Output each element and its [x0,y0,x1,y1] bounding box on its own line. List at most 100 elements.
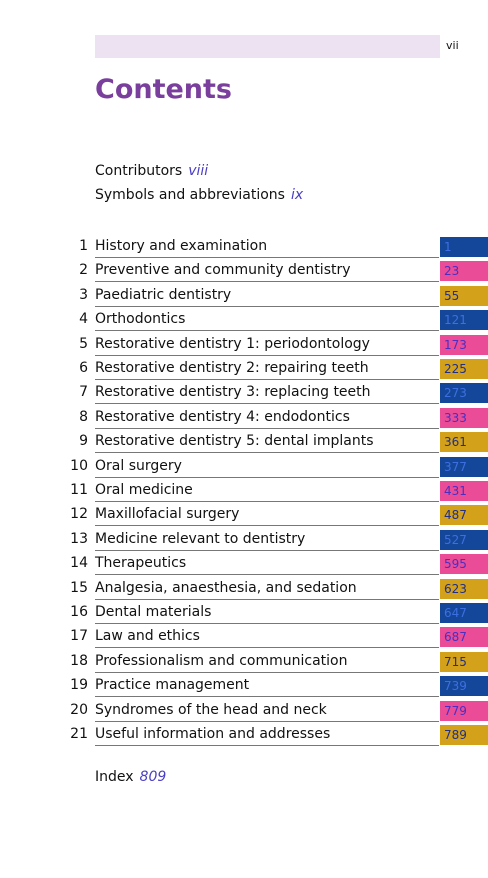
chapter-number: 18 [70,652,88,669]
chapter-page: 273 [440,383,488,404]
chapter-page: 1 [440,237,488,257]
row-rule [95,720,439,722]
chapter-number: 19 [70,677,88,694]
chapter-title: Useful information and addresses [95,726,331,742]
chapter-title: Preventive and community dentistry [95,262,351,279]
chapter-row: 3 Paediatric dentistry 55 [0,285,488,307]
chapter-row: 8 Restorative dentistry 4: endodontics 333 [0,407,488,429]
entry-page: viii [188,163,209,179]
chapter-row: 13 Medicine relevant to dentistry 527 [0,529,488,551]
chapter-page: 361 [440,432,488,453]
header-page: vii [446,39,459,52]
chapter-row: 17 Law and ethics 687 [0,626,488,649]
chapter-row: 20 Syndromes of the head and neck 779 [0,700,488,722]
chapter-title: Law and ethics [95,628,200,645]
chapter-number: 20 [70,701,88,718]
chapter-page: 715 [440,651,488,672]
chapter-number: 1 [79,238,88,254]
chapter-title: Restorative dentistry 2: repairing teeth [95,360,369,376]
chapter-number: 16 [70,604,88,620]
row-rule [95,379,439,380]
chapter-title: Medicine relevant to dentistry [95,530,306,547]
chapter-page: 225 [440,359,488,379]
chapter-page: 739 [440,676,488,697]
chapter-title: Oral medicine [95,482,193,498]
title: Contents [95,74,233,105]
chapter-page: 789 [440,725,488,745]
chapter-row: 18 Professionalism and communication 715 [0,651,488,673]
chapter-number: 5 [79,335,88,352]
chapter-row: 9 Restorative dentistry 5: dental implant… [0,431,488,454]
chapter-number: 21 [70,726,88,742]
chapter-page: 595 [440,554,488,575]
row-rule [95,647,439,649]
row-rule [95,549,439,551]
row-rule [95,354,439,356]
chapter-title: History and examination [95,238,268,254]
chapter-number: 17 [70,628,88,645]
chapter-row: 16 Dental materials 647 [0,602,488,624]
index-entry: Index 809 [95,769,166,785]
index-label: Index [95,769,134,785]
chapter-title: Practice management [95,677,250,694]
chapter-page: 121 [440,310,488,331]
chapter-number: 15 [70,579,88,596]
row-rule [95,257,439,258]
chapter-number: 12 [70,506,88,523]
chapter-row: 10 Oral surgery 377 [0,456,488,478]
chapter-title: Restorative dentistry 5: dental implants [95,433,374,450]
chapter-row: 12 Maxillofacial surgery 487 [0,504,488,527]
front-matter-entry: Contributors viii [95,163,208,179]
chapter-row: 11 Oral medicine 431 [0,480,488,502]
row-rule [95,623,439,624]
chapter-page: 55 [440,285,488,306]
chapter-number: 9 [79,433,88,450]
chapter-number: 6 [79,360,88,376]
chapter-title: Restorative dentistry 1: periodontology [95,335,370,352]
chapter-page: 527 [440,529,488,550]
chapter-row: 21 Useful information and addresses 789 [0,724,488,746]
row-rule [95,598,439,600]
chapter-page: 23 [440,261,488,282]
row-rule [95,452,439,454]
row-rule [95,525,439,527]
chapter-title: Dental materials [95,604,212,620]
chapter-title: Restorative dentistry 4: endodontics [95,408,350,425]
index-page: 809 [139,769,167,785]
chapter-number: 13 [70,530,88,547]
chapter-row: 6 Restorative dentistry 2: repairing teet… [0,358,488,380]
chapter-page: 687 [440,627,488,648]
front-matter-entry: Symbols and abbreviations ix [95,187,303,203]
chapter-number: 14 [70,555,88,572]
chapter-page: 623 [440,578,488,599]
chapter-page: 779 [440,700,488,721]
chapter-row: 1 History and examination 1 [0,236,488,258]
row-rule [95,403,439,405]
chapter-row: 19 Practice management 739 [0,675,488,698]
chapter-row: 4 Orthodontics 121 [0,309,488,332]
entry-page: ix [290,187,304,203]
entry-label: Contributors [95,163,183,179]
chapter-title: Orthodontics [95,311,186,328]
row-rule [95,501,439,502]
chapter-number: 4 [79,311,88,328]
row-rule [95,745,439,746]
chapter-row: 2 Preventive and community dentistry 23 [0,260,488,283]
chapter-page: 173 [440,334,488,355]
chapter-page: 431 [440,481,488,501]
row-rule [95,281,439,283]
chapter-row: 5 Restorative dentistry 1: periodontology… [0,334,488,356]
chapter-row: 15 Analgesia, anaesthesia, and sedation 62… [0,578,488,600]
row-rule [95,574,439,576]
chapter-page: 333 [440,407,488,428]
chapter-page: 377 [440,456,488,477]
chapter-page: 647 [440,603,488,623]
chapter-row: 7 Restorative dentistry 3: replacing teet… [0,382,488,405]
chapter-number: 7 [79,384,88,401]
row-rule [95,330,439,332]
chapter-title: Syndromes of the head and neck [95,701,327,718]
entry-label: Symbols and abbreviations [95,187,285,203]
chapter-title: Restorative dentistry 3: replacing teeth [95,384,371,401]
chapter-title: Professionalism and communication [95,652,348,669]
